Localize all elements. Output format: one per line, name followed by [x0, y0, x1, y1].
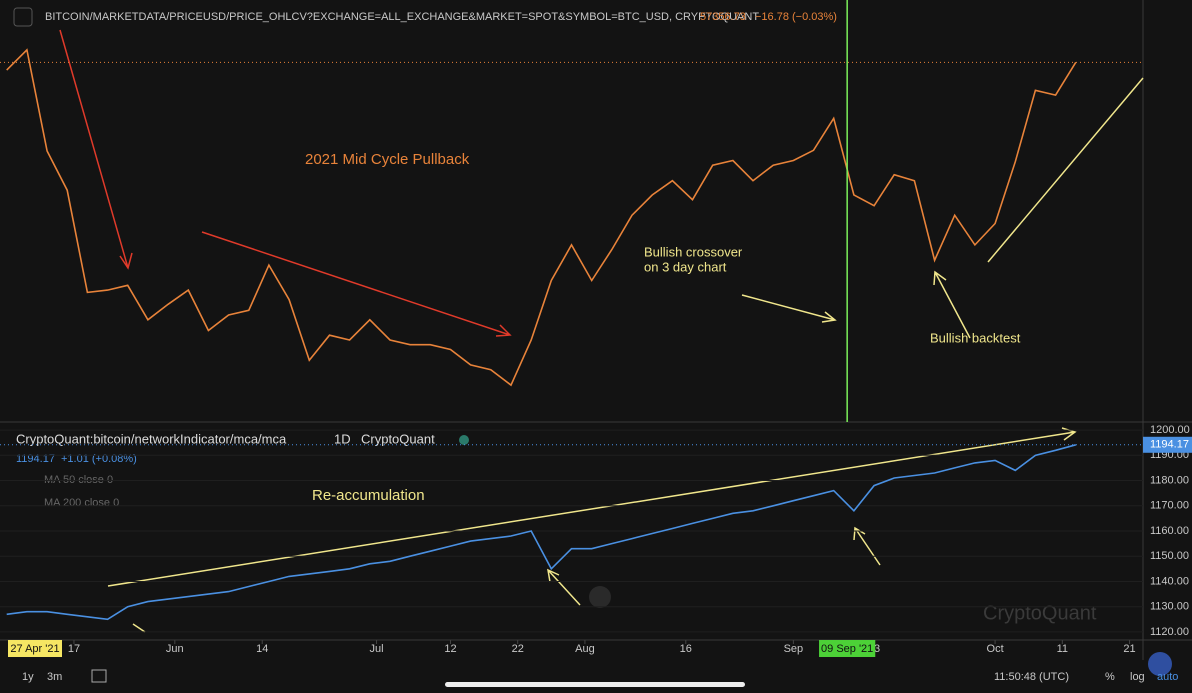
- percent-toggle[interactable]: %: [1105, 671, 1115, 683]
- series-line: [6, 48, 1077, 387]
- x-tick-label: 22: [512, 643, 524, 655]
- x-tick-label: Sep: [784, 643, 804, 655]
- y-tick-label: 1140.00: [1150, 575, 1189, 587]
- y-tick-label: 1150.00: [1150, 550, 1189, 562]
- y-tick-label: 1120.00: [1150, 626, 1189, 638]
- indicator-value: 1194.17: [16, 453, 55, 465]
- y-tick-label: 1130.00: [1150, 601, 1189, 613]
- indicator-title: CryptoQuant:bitcoin/networkIndicator/mca…: [16, 431, 287, 446]
- clock: 11:50:48 (UTC): [994, 671, 1069, 683]
- range-button[interactable]: 3m: [47, 671, 62, 683]
- annotation: Bullish crossover: [644, 244, 743, 259]
- last-value-label: 1194.17: [1150, 439, 1189, 451]
- start-badge: [8, 640, 62, 657]
- annotation: on 3 day chart: [644, 259, 727, 274]
- indicator-change: +1.01 (+0.08%): [61, 453, 137, 465]
- auto-toggle[interactable]: auto: [1157, 671, 1178, 683]
- y-tick-label: 1200.00: [1150, 424, 1190, 436]
- last-price: 57356.73: [700, 11, 746, 23]
- symbol: BITCOIN/MARKETDATA/PRICEUSD/PRICE_OHLCV?…: [45, 11, 759, 23]
- cursor-label: 09 Sep '21: [821, 643, 873, 655]
- ma-legend: MA 50 close 0: [44, 474, 113, 486]
- home-indicator: [445, 682, 745, 687]
- reset-button[interactable]: [589, 586, 611, 608]
- range-button[interactable]: 1y: [22, 671, 34, 683]
- start-label: 27 Apr '21: [10, 643, 59, 655]
- y-tick-label: 1160.00: [1150, 525, 1189, 537]
- x-tick-label: 17: [68, 643, 80, 655]
- y-tick-label: 1180.00: [1150, 474, 1189, 486]
- x-tick-label: Oct: [987, 643, 1004, 655]
- y-tick-label: 1170.00: [1150, 500, 1189, 512]
- x-tick-label: 12: [444, 643, 456, 655]
- x-tick-label: Aug: [575, 643, 595, 655]
- x-tick-label: 11: [1057, 643, 1068, 655]
- price-change: −16.78 (−0.03%): [755, 11, 837, 23]
- collapse-button[interactable]: [13, 7, 33, 27]
- indicator-source: CryptoQuant: [361, 431, 435, 446]
- search-button[interactable]: [1148, 652, 1172, 676]
- annotation: Bullish backtest: [930, 330, 1021, 345]
- x-tick-label: 14: [256, 643, 268, 655]
- indicator-interval: 1D: [334, 431, 351, 446]
- x-tick-label: Jun: [166, 643, 184, 655]
- last-value-badge: [1143, 436, 1192, 453]
- annotation: Re-accumulation: [312, 487, 425, 504]
- status-dot: [459, 435, 469, 445]
- x-tick-label: 21: [1123, 643, 1135, 655]
- x-tick-label: Jul: [369, 643, 383, 655]
- annotation-arrows: [59, 29, 1144, 633]
- date-range-button[interactable]: [91, 669, 107, 683]
- cursor-badge: [819, 640, 876, 657]
- annotation: 2021 Mid Cycle Pullback: [305, 151, 470, 168]
- watermark: CryptoQuant: [983, 602, 1097, 624]
- x-tick-label: 16: [680, 643, 692, 655]
- ma-legend: MA 200 close 0: [44, 497, 119, 509]
- log-toggle[interactable]: log: [1130, 671, 1145, 683]
- series-line: [6, 444, 1077, 621]
